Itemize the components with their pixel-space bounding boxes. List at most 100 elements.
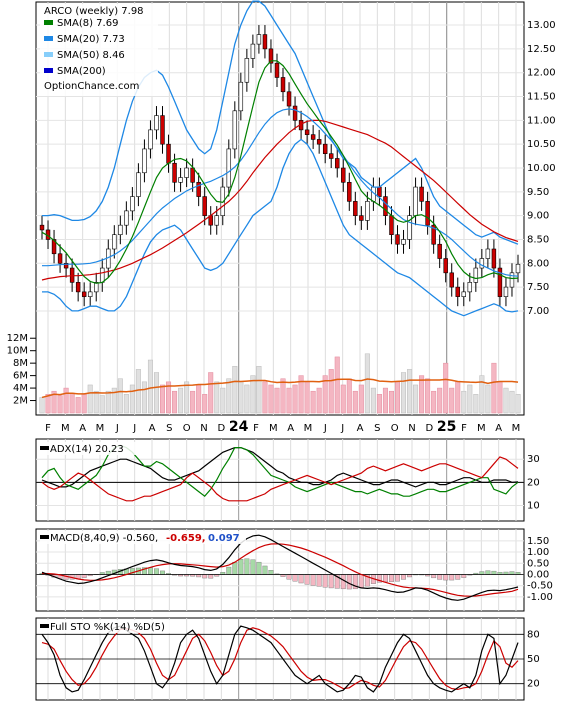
candle-body: [75, 282, 81, 293]
sub-tick-label: 0.00: [527, 569, 549, 580]
volume-bar: [262, 381, 268, 414]
sub-tick-label: 1.50: [527, 536, 549, 547]
macd-histogram-bar: [401, 574, 406, 580]
volume-bar: [250, 375, 256, 414]
x-tick-label: 25: [437, 419, 456, 435]
sub-tick-label: 30: [527, 454, 540, 465]
volume-bar: [425, 378, 431, 414]
price-tick-label: 8.50: [527, 234, 549, 245]
candle-body: [449, 272, 454, 288]
volume-bar: [244, 384, 250, 414]
candle-body: [280, 77, 286, 93]
macd-signal-line: [41, 543, 519, 597]
volume-bar: [304, 381, 310, 414]
candle-body: [178, 177, 183, 183]
volume-bar: [153, 372, 159, 414]
volume-bar: [208, 372, 214, 414]
candle-body: [347, 181, 352, 202]
candle-body: [515, 263, 521, 274]
x-tick-label: M: [269, 423, 278, 434]
volume-bar: [437, 387, 443, 414]
x-tick-label: O: [183, 423, 191, 434]
volume-bar: [328, 369, 334, 414]
volume-bar: [316, 387, 322, 414]
price-tick-label: 11.00: [527, 115, 556, 126]
volume-bar: [117, 378, 123, 414]
volume-bar: [479, 375, 485, 414]
volume-bar: [497, 381, 503, 414]
x-tick-label: S: [374, 423, 380, 434]
candle-body: [389, 215, 394, 236]
volume-bar: [280, 378, 286, 414]
candle-body: [395, 234, 400, 245]
candle-body: [160, 115, 165, 145]
volume-bar: [310, 390, 316, 414]
volume-tick-label: 8M: [13, 358, 28, 369]
candle-body: [124, 210, 129, 226]
price-tick-label: 12.50: [527, 44, 556, 55]
candle-body: [112, 234, 117, 250]
legend-swatch-sma200: [44, 68, 53, 73]
x-tick-label: M: [477, 423, 486, 434]
price-tick-label: 12.00: [527, 68, 556, 79]
volume-bar: [147, 359, 153, 414]
legend-sma20: SMA(20) 7.73: [57, 34, 125, 45]
volume-tick-label: 6M: [13, 371, 28, 382]
volume-bar: [159, 384, 166, 414]
x-tick-label: A: [495, 423, 502, 434]
volume-bar: [352, 390, 358, 414]
candle-body: [196, 181, 201, 197]
macd-hist-value: 0.097: [208, 533, 240, 544]
candlesticks: [39, 25, 521, 307]
macd-histogram-bar: [461, 574, 467, 578]
sub-tick-label: -0.50: [527, 581, 553, 592]
volume-bar: [69, 392, 75, 414]
price-title: ARCO (weekly) 7.98: [44, 6, 144, 17]
volume-bar: [135, 369, 141, 414]
candle-body: [419, 186, 424, 202]
volume-bar: [202, 394, 208, 414]
candle-body: [491, 248, 497, 269]
volume-bar: [123, 394, 129, 414]
candle-body: [431, 224, 436, 245]
volume-bar: [346, 378, 352, 414]
volume-bar: [214, 381, 220, 414]
candle-body: [497, 267, 503, 297]
candle-body: [232, 110, 238, 150]
candle-body: [130, 196, 135, 212]
volume-tick-label: 12M: [7, 333, 28, 344]
x-tick-label: S: [166, 423, 172, 434]
candle-body: [166, 143, 171, 164]
macd-histogram-bar: [310, 574, 316, 586]
volume-bar: [358, 384, 364, 414]
candle-body: [413, 186, 418, 216]
volume-bar: [298, 375, 304, 414]
candle-body: [148, 129, 153, 150]
macd-histogram-bar: [226, 566, 232, 575]
candle-body: [238, 81, 244, 112]
candle-body: [262, 34, 268, 50]
candle-body: [39, 224, 45, 231]
candle-body: [118, 224, 123, 236]
lower-band-line: [42, 138, 519, 317]
volume-bar: [334, 356, 340, 414]
upper-band-line: [42, 0, 519, 245]
x-tick-label: N: [200, 423, 207, 434]
x-tick-label: A: [357, 423, 364, 434]
volume-bar: [376, 394, 382, 414]
x-tick-label: M: [96, 423, 105, 434]
volume-bar: [129, 384, 135, 414]
volume-bar: [515, 394, 521, 414]
volume-bar: [172, 390, 178, 414]
x-tick-label: N: [408, 423, 415, 434]
sub-tick-label: 20: [527, 679, 540, 690]
candle-body: [172, 162, 177, 183]
candle-body: [256, 34, 262, 45]
x-tick-label: D: [425, 423, 433, 434]
legend-swatch-sma20: [44, 36, 53, 41]
sub-tick-label: 80: [527, 629, 540, 640]
macd-histogram-bar: [346, 574, 352, 590]
sto-legend: Full STO %K(14) %D(5): [40, 620, 170, 633]
candle-body: [359, 215, 364, 221]
x-tick-label: J: [115, 423, 119, 434]
